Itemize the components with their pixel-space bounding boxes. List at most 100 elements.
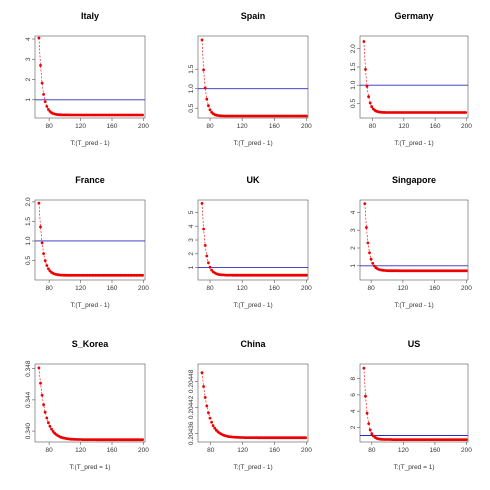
data-point <box>37 366 41 370</box>
plot-frame <box>359 363 469 443</box>
plot-frame <box>197 363 309 443</box>
data-point <box>40 81 44 85</box>
y-tick-label: 0.5 <box>350 99 357 108</box>
data-point <box>45 264 49 267</box>
chart-title: Germany <box>394 11 433 21</box>
data-point <box>40 393 44 397</box>
chart-panel-uk: UK 80 120 160 200 1 2 3 4 5 T:(T_pred - 1) <box>188 175 312 309</box>
chart-title: France <box>75 175 105 185</box>
y-tick-label: 3 <box>350 228 357 232</box>
chart-title: UK <box>247 175 260 185</box>
x-tick-label: 120 <box>75 447 86 454</box>
x-tick-label: 120 <box>398 447 409 454</box>
x-tick-label: 80 <box>369 123 377 130</box>
x-tick-label: 200 <box>461 123 472 130</box>
data-point <box>364 394 367 398</box>
x-tick-label: 160 <box>107 285 118 292</box>
x-tick-label: 200 <box>138 123 149 130</box>
data-point <box>362 40 366 43</box>
chart-panel-us: US 80 120 160 200 2 4 6 8 T:(T_pred = 1) <box>350 339 472 471</box>
series-line <box>38 367 143 441</box>
data-point <box>43 259 47 263</box>
data-point <box>37 36 41 40</box>
data-point <box>210 268 214 272</box>
y-tick-label: 0.340 <box>25 423 32 440</box>
plot-frame <box>359 199 469 281</box>
x-tick-label: 200 <box>301 447 312 454</box>
chart-title: Italy <box>81 11 99 21</box>
series-line <box>38 203 143 276</box>
chart-panel-s-korea: S_Korea 80 120 160 200 0.340 0.344 0.348 T:(T_pr… <box>25 339 149 471</box>
x-tick-label: 160 <box>107 447 118 454</box>
data-point <box>141 273 145 277</box>
data-point <box>367 422 371 425</box>
data-point <box>368 251 371 255</box>
y-tick-label: 2 <box>350 246 357 250</box>
x-tick-label: 80 <box>368 285 376 292</box>
series-line <box>363 41 466 113</box>
x-tick-label: 200 <box>301 285 312 292</box>
x-tick-label: 120 <box>237 123 248 130</box>
data-point <box>39 225 42 229</box>
y-tick-label: 1.5 <box>350 62 357 71</box>
plot-frame <box>34 35 146 119</box>
x-tick-label: 200 <box>461 447 472 454</box>
chart-title: US <box>408 339 421 349</box>
data-point <box>48 424 52 428</box>
data-point <box>47 267 50 271</box>
data-point <box>305 114 308 118</box>
y-tick-label: 8 <box>350 376 357 380</box>
data-point <box>464 111 468 114</box>
x-tick-label: 160 <box>269 285 280 292</box>
y-tick-label: 4 <box>350 210 357 214</box>
x-tick-label: 160 <box>429 447 440 454</box>
chart-panel-spain: Spain 80 120 160 200 0.5 1.0 1.5 T:(T_pred - 1) <box>188 11 312 147</box>
y-tick-label: 0.20442 <box>188 395 195 419</box>
data-point <box>368 101 372 105</box>
chart-title: Spain <box>241 11 266 21</box>
y-tick-label: 3 <box>25 57 32 61</box>
x-axis-label: T:(T_pred - 1) <box>70 302 109 309</box>
x-axis-label: T:(T_pred - 1) <box>70 140 109 147</box>
data-point <box>365 411 369 415</box>
chart-title: China <box>240 339 266 349</box>
data-point <box>362 366 366 370</box>
data-point <box>39 64 42 67</box>
y-tick-label: 0.20448 <box>188 369 195 393</box>
chart-title: S_Korea <box>72 339 110 349</box>
y-tick-label: 6 <box>350 393 357 397</box>
chart-panel-italy: Italy 80 120 160 200 1 2 3 4 T:(T_pred - 1) <box>25 11 149 147</box>
data-point <box>305 273 308 277</box>
data-point <box>42 403 45 407</box>
y-tick-label: 0.20436 <box>188 421 195 445</box>
x-tick-label: 80 <box>46 285 54 292</box>
y-tick-label: 1.0 <box>25 236 32 245</box>
data-point <box>50 427 53 431</box>
data-point <box>369 257 373 261</box>
x-tick-label: 160 <box>107 123 118 130</box>
data-point <box>141 113 145 117</box>
series-line <box>38 37 143 116</box>
data-point <box>363 202 367 206</box>
data-point <box>203 86 207 90</box>
plot-frame <box>197 35 309 119</box>
data-point <box>207 261 210 265</box>
data-point <box>202 68 206 72</box>
y-tick-label: 4 <box>188 224 195 228</box>
chart-panel-china: China 80 120 160 200 0.20436 0.20442 0.20448 T:(… <box>188 339 312 471</box>
y-tick-label: 1 <box>188 265 195 269</box>
y-tick-label: 2 <box>350 425 357 429</box>
x-tick-label: 120 <box>75 123 86 130</box>
x-tick-label: 80 <box>206 285 214 292</box>
x-tick-label: 80 <box>207 447 215 454</box>
y-tick-label: 0.348 <box>25 360 32 377</box>
y-tick-label: 1.5 <box>25 217 32 226</box>
x-tick-label: 120 <box>237 285 248 292</box>
y-tick-label: 0.5 <box>188 103 195 112</box>
x-axis-label: T:(T_pred - 1) <box>394 140 433 147</box>
data-point <box>40 241 44 245</box>
data-point <box>210 420 214 424</box>
y-tick-label: 2 <box>188 252 195 256</box>
data-point <box>465 438 468 441</box>
